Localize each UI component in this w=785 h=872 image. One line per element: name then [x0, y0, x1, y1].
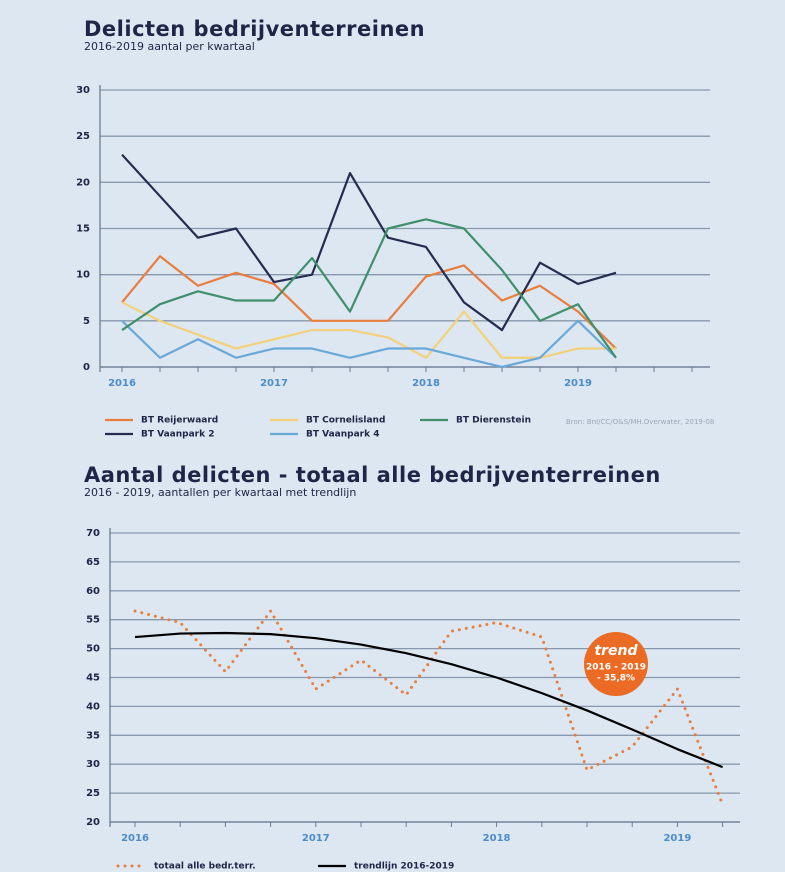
x-tick-label: 2016 [121, 833, 149, 844]
y-tick-label: 25 [86, 788, 100, 799]
y-tick-label: 35 [86, 730, 100, 741]
series-line [133, 609, 725, 807]
legend-label: trendlijn 2016-2019 [354, 862, 454, 872]
y-tick-label: 20 [76, 177, 90, 188]
series-line [121, 255, 617, 350]
y-tick-label: 40 [86, 701, 100, 712]
legend-label: BT Cornelisland [306, 416, 385, 426]
y-tick-label: 20 [86, 817, 100, 828]
y-tick-label: 15 [76, 224, 90, 235]
y-tick-label: 30 [86, 759, 100, 770]
series-line [121, 319, 617, 369]
chart-subtitle: 2016 - 2019, aantallen per kwartaal met … [84, 486, 356, 499]
chart-title: Delicten bedrijventerreinen [84, 17, 425, 41]
x-tick-label: 2019 [663, 833, 691, 844]
legend-label: BT Reijerwaard [141, 416, 218, 426]
annotation-badge [584, 632, 648, 696]
x-tick-label: 2016 [108, 378, 136, 389]
y-tick-label: 0 [83, 362, 90, 373]
y-tick-label: 65 [86, 557, 100, 568]
y-tick-label: 10 [76, 270, 90, 281]
legend-label: BT Vaanpark 4 [306, 430, 380, 440]
annotation-text: 2016 - 2019 [586, 663, 646, 673]
series-line [121, 218, 617, 359]
series-line [121, 153, 617, 332]
annotation-text: - 35,8% [597, 674, 635, 684]
x-tick-label: 2019 [564, 378, 592, 389]
y-tick-label: 5 [83, 316, 90, 327]
y-tick-label: 70 [86, 528, 100, 539]
x-tick-label: 2018 [483, 833, 511, 844]
legend-label: BT Dierenstein [456, 416, 531, 426]
x-tick-label: 2017 [260, 378, 288, 389]
chart-subtitle: 2016-2019 aantal per kwartaal [84, 40, 255, 53]
legend-label: BT Vaanpark 2 [141, 430, 215, 440]
y-tick-label: 55 [86, 615, 100, 626]
x-tick-label: 2017 [302, 833, 330, 844]
y-tick-label: 45 [86, 673, 100, 684]
source: Bron: BnI/CC/O&S/MH.Overwater, 2019-08 [566, 418, 714, 426]
series-line [121, 301, 616, 359]
annotation-text: trend [594, 643, 638, 659]
x-tick-label: 2018 [412, 378, 440, 389]
y-tick-label: 25 [76, 131, 90, 142]
y-tick-label: 60 [86, 586, 100, 597]
y-tick-label: 50 [86, 644, 100, 655]
series-line [134, 631, 724, 769]
legend-label: totaal alle bedr.terr. [154, 862, 256, 872]
chart-title: Aantal delicten - totaal alle bedrijvent… [84, 463, 661, 487]
y-tick-label: 30 [76, 85, 90, 96]
